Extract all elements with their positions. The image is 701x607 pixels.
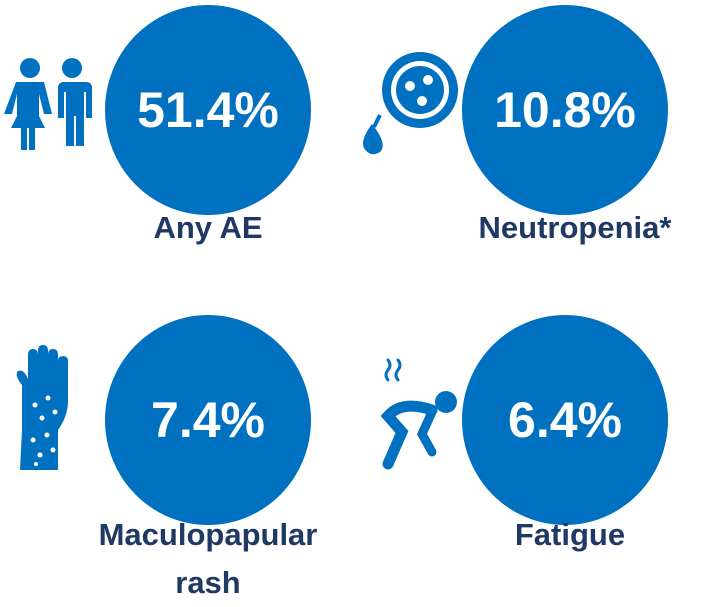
stat-circle: 6.4% bbox=[462, 315, 668, 525]
stat-label: Neutropenia* bbox=[478, 210, 672, 245]
stat-value: 10.8% bbox=[494, 82, 636, 138]
stat-value: 51.4% bbox=[137, 82, 279, 138]
neutropenia-icon bbox=[363, 52, 458, 155]
stat-label: Fatigue bbox=[514, 517, 626, 552]
stat-value: 6.4% bbox=[508, 392, 622, 448]
stat-circle: 10.8% bbox=[462, 5, 668, 215]
stat-value: 7.4% bbox=[151, 392, 265, 448]
stat-label: Maculopapular rash bbox=[98, 517, 318, 600]
stat-label: Any AE bbox=[153, 210, 263, 245]
stat-circle: 51.4% bbox=[105, 5, 311, 215]
fatigue-icon bbox=[380, 358, 457, 470]
rash-icon bbox=[16, 345, 69, 470]
people-icon bbox=[4, 58, 92, 150]
stat-circle: 7.4% bbox=[105, 315, 311, 525]
